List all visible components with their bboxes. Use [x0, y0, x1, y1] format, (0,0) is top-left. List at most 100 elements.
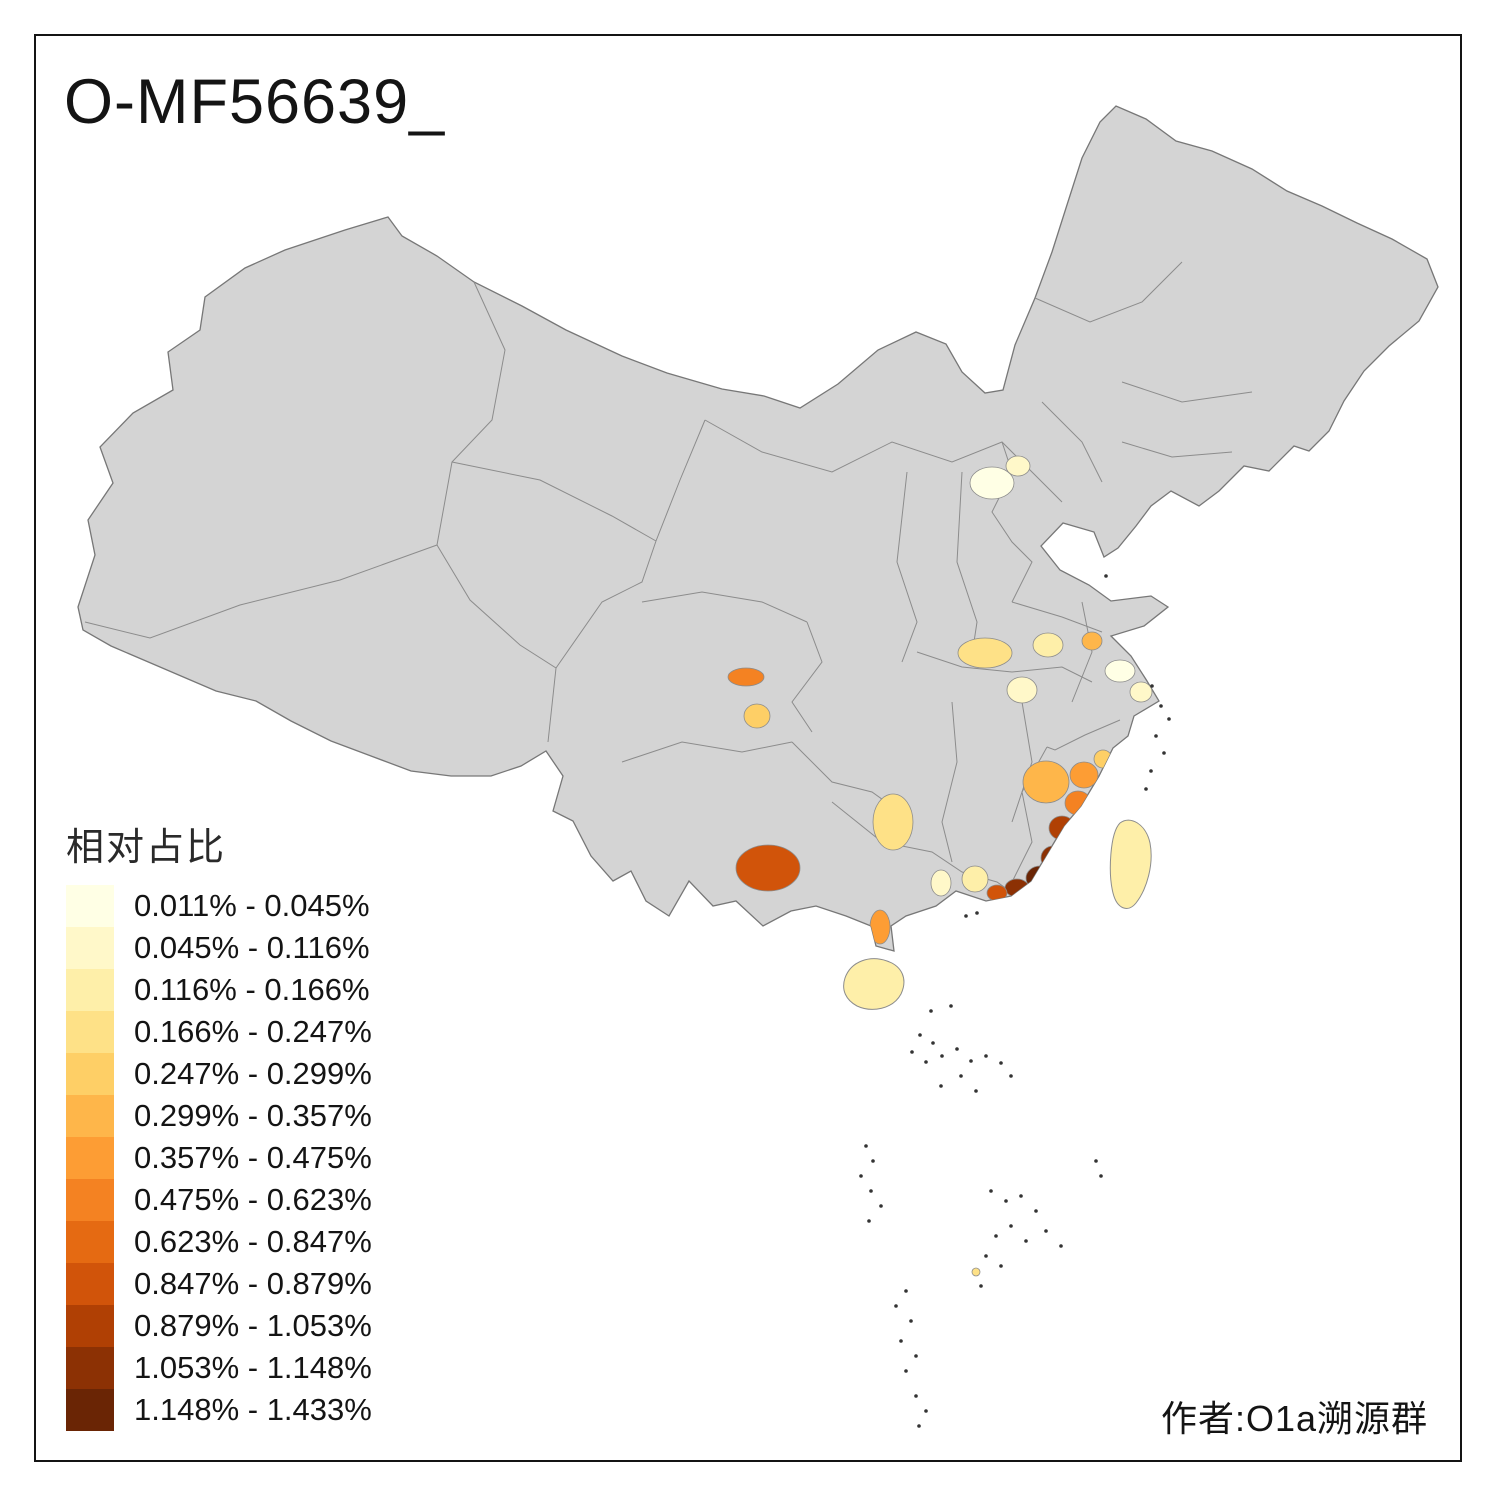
map-region — [1081, 631, 1103, 651]
sea-island-dot — [914, 1354, 918, 1358]
legend-item: 0.116% - 0.166% — [66, 969, 372, 1011]
legend-label: 0.475% - 0.623% — [134, 1182, 372, 1217]
sea-island-dot — [939, 1084, 943, 1088]
legend-item: 1.053% - 1.148% — [66, 1347, 372, 1389]
legend-item: 0.879% - 1.053% — [66, 1305, 372, 1347]
sea-island-dot — [1149, 769, 1153, 773]
legend-label: 1.053% - 1.148% — [134, 1350, 372, 1385]
legend-items: 0.011% - 0.045% 0.045% - 0.116% 0.116% - 0… — [66, 885, 372, 1431]
sea-island-dot — [1044, 1229, 1048, 1233]
legend-label: 0.045% - 0.116% — [134, 930, 370, 965]
map-region — [957, 637, 1013, 669]
sea-island-dot — [1099, 1174, 1103, 1178]
sea-island-dot — [1024, 1239, 1028, 1243]
legend-item: 0.011% - 0.045% — [66, 885, 372, 927]
legend-swatch — [66, 1053, 114, 1095]
map-region — [1129, 681, 1153, 703]
legend-swatch — [66, 1011, 114, 1053]
legend-swatch — [66, 1305, 114, 1347]
sea-island-dot — [1162, 751, 1166, 755]
sea-island-dot — [940, 1054, 944, 1058]
highlighted-regions — [727, 455, 1153, 945]
legend-label: 0.011% - 0.045% — [134, 888, 370, 923]
legend-item: 0.045% - 0.116% — [66, 927, 372, 969]
sea-island-dot — [1004, 1199, 1008, 1203]
legend-label: 0.166% - 0.247% — [134, 1014, 372, 1049]
sea-island-dot — [974, 1089, 978, 1093]
sea-island-dot — [1144, 787, 1148, 791]
legend-swatch — [66, 1137, 114, 1179]
legend-title: 相对占比 — [66, 827, 227, 869]
sea-island-dot — [969, 1059, 973, 1063]
sea-island-dot — [909, 1319, 913, 1323]
sea-island-dot — [869, 1189, 873, 1193]
legend-label: 0.357% - 0.475% — [134, 1140, 372, 1175]
map-region — [1104, 659, 1136, 683]
sea-island-dot — [931, 1041, 935, 1045]
legend-label: 0.116% - 0.166% — [134, 972, 370, 1007]
sea-island-dot — [879, 1204, 883, 1208]
legend-label: 0.299% - 0.357% — [134, 1098, 372, 1133]
sea-island-dot — [1034, 1209, 1038, 1213]
map-region — [961, 865, 989, 893]
sea-island-dot — [1059, 1244, 1063, 1248]
sea-island-dot — [1150, 684, 1154, 688]
sea-island-dot — [859, 1174, 863, 1178]
legend: 相对占比 0.011% - 0.045% 0.045% - 0.116% 0.116… — [66, 816, 372, 1431]
legend-item: 0.357% - 0.475% — [66, 1137, 372, 1179]
page-title: O-MF56639_ — [64, 67, 446, 137]
sea-island-dot — [871, 1159, 875, 1163]
sea-island-dot — [964, 914, 968, 918]
sea-island-dot — [867, 1219, 871, 1223]
legend-label: 0.847% - 0.879% — [134, 1266, 372, 1301]
south-china-sea-islands — [859, 574, 1171, 1428]
legend-item: 1.148% - 1.433% — [66, 1389, 372, 1431]
legend-swatch — [66, 885, 114, 927]
sea-island-dot — [955, 1047, 959, 1051]
sea-island-dot — [984, 1054, 988, 1058]
map-region — [735, 844, 801, 892]
sea-island-dot — [924, 1060, 928, 1064]
legend-swatch — [66, 927, 114, 969]
legend-swatch — [66, 969, 114, 1011]
legend-swatch — [66, 1179, 114, 1221]
sea-island-dot — [979, 1284, 983, 1288]
legend-item: 0.247% - 0.299% — [66, 1053, 372, 1095]
map-region — [1032, 632, 1064, 658]
sea-island-dot — [989, 1189, 993, 1193]
legend-item: 0.475% - 0.623% — [66, 1179, 372, 1221]
map-region — [930, 869, 952, 897]
sea-island-dot — [864, 1144, 868, 1148]
sea-island-dot — [984, 1254, 988, 1258]
map-region — [1005, 455, 1031, 477]
legend-item: 0.847% - 0.879% — [66, 1263, 372, 1305]
sea-island-dot — [949, 1004, 953, 1008]
sea-island-dot — [1019, 1194, 1023, 1198]
legend-swatch — [66, 1221, 114, 1263]
sea-island-dot — [1009, 1224, 1013, 1228]
colored-sea-islet — [971, 1267, 981, 1277]
legend-label: 0.879% - 1.053% — [134, 1308, 372, 1343]
legend-label: 0.623% - 0.847% — [134, 1224, 372, 1259]
legend-swatch — [66, 1347, 114, 1389]
sea-island-dot — [994, 1234, 998, 1238]
sea-island-dot — [959, 1074, 963, 1078]
sea-island-dot — [917, 1424, 921, 1428]
map-region — [1069, 761, 1099, 789]
legend-item: 0.299% - 0.357% — [66, 1095, 372, 1137]
legend-item: 0.623% - 0.847% — [66, 1221, 372, 1263]
taiwan-island — [1109, 819, 1152, 909]
legend-label: 0.247% - 0.299% — [134, 1056, 372, 1091]
sea-island-dot — [899, 1339, 903, 1343]
map-region — [727, 667, 765, 687]
sea-island-dot — [910, 1050, 914, 1054]
sea-island-dot — [1104, 574, 1108, 578]
sea-island-dot — [999, 1264, 1003, 1268]
sea-island-dot — [904, 1289, 908, 1293]
legend-swatch — [66, 1389, 114, 1431]
map-region — [743, 703, 771, 729]
legend-label: 1.148% - 1.433% — [134, 1392, 372, 1427]
sea-island-dot — [1154, 734, 1158, 738]
